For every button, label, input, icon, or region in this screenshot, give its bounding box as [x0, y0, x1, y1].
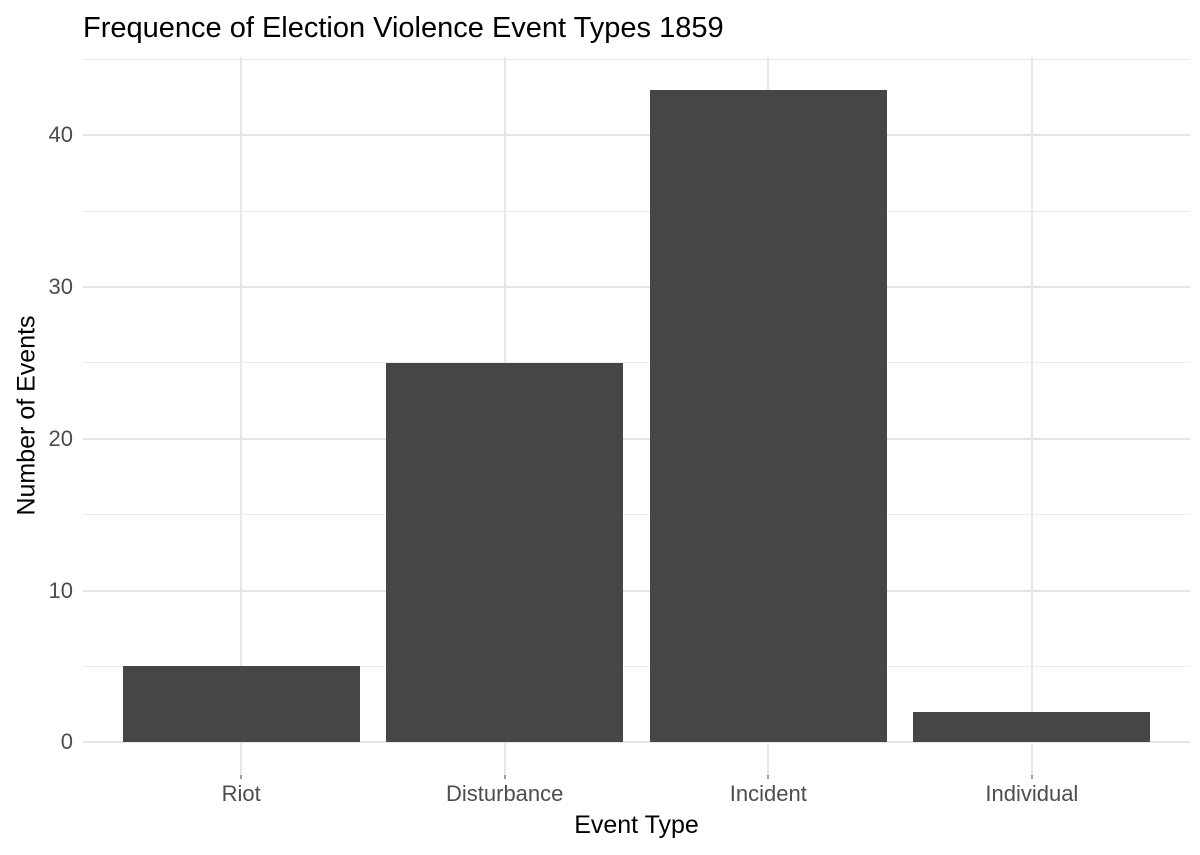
y-axis-title: Number of Events	[12, 315, 41, 516]
minor-gridline-y-35	[83, 210, 1190, 212]
y-tick-label-20: 20	[48, 425, 73, 451]
bar-riot	[122, 666, 360, 743]
x-tick-mark-incident	[767, 775, 770, 779]
major-gridline-y-0	[83, 741, 1190, 744]
y-tick-label-40: 40	[48, 122, 73, 148]
gridline-x-individual	[1030, 57, 1033, 775]
gridline-x-riot	[240, 57, 243, 775]
y-tick-label-0: 0	[60, 729, 73, 755]
minor-gridline-y-5	[83, 665, 1190, 667]
x-tick-mark-individual	[1030, 775, 1033, 779]
major-gridline-y-10	[83, 589, 1190, 592]
plot-panel	[83, 57, 1190, 775]
major-gridline-y-30	[83, 285, 1190, 288]
y-tick-label-10: 10	[48, 577, 73, 603]
x-axis-title: Event Type	[574, 811, 699, 839]
x-tick-label-riot: Riot	[221, 781, 261, 806]
bar-incident	[649, 89, 887, 743]
minor-gridline-y-25	[83, 362, 1190, 364]
minor-gridline-y-15	[83, 514, 1190, 516]
bar-disturbance	[386, 362, 624, 743]
x-tick-mark-disturbance	[503, 775, 506, 779]
major-gridline-y-40	[83, 134, 1190, 137]
x-tick-mark-riot	[240, 775, 243, 779]
x-tick-label-individual: Individual	[985, 781, 1079, 806]
y-tick-label-30: 30	[48, 273, 73, 299]
chart-title: Frequence of Election Violence Event Typ…	[83, 12, 724, 44]
x-tick-label-incident: Incident	[729, 781, 807, 806]
major-gridline-y-20	[83, 437, 1190, 440]
minor-gridline-y-45	[83, 58, 1190, 60]
bar-individual	[913, 712, 1151, 743]
x-tick-label-disturbance: Disturbance	[446, 781, 564, 806]
